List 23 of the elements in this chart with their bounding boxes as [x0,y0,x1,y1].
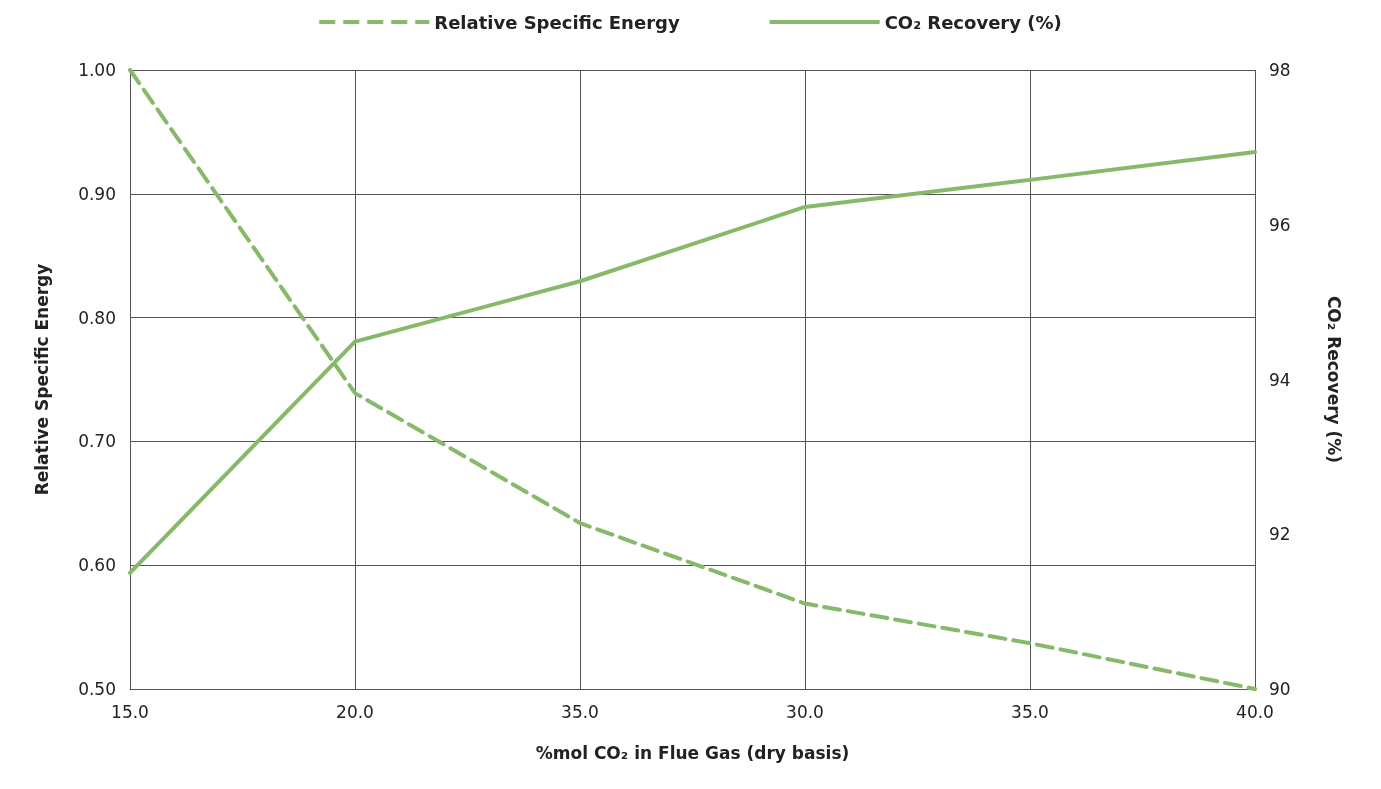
y-tick-label: 0.90 [78,183,116,204]
y-tick-label: 1.00 [78,60,116,80]
y-tick-label: 0.80 [78,307,116,328]
x-tick-label: 30.0 [786,701,824,722]
y-tick-label: 0.60 [78,555,116,576]
y2-axis-title: CO₂ Recovery (%) [1323,295,1344,464]
y-tick-label: 0.70 [78,431,116,452]
y-axis-title: Relative Specific Energy [31,263,52,496]
y-tick-label: 0.50 [78,679,116,699]
y2-tick-label: 98 [1269,60,1291,80]
x-tick-label: 35.0 [1011,701,1049,722]
y2-tick-label: 96 [1269,214,1291,235]
y2-tick-label: 90 [1269,679,1291,699]
y2-tick-label: 94 [1269,369,1291,390]
x-tick-label: 20.0 [336,701,374,722]
legend-label: CO₂ Recovery (%) [884,11,1062,33]
x-tick-label: 15.0 [111,701,149,722]
line-series [128,68,1257,691]
legend-label: Relative Specific Energy [434,11,680,33]
x-tick-label: 35.0 [561,701,599,722]
x-axis-title: %mol CO₂ in Flue Gas (dry basis) [535,742,850,763]
y2-tick-label: 92 [1269,524,1291,545]
x-tick-label: 40.0 [1236,701,1274,722]
